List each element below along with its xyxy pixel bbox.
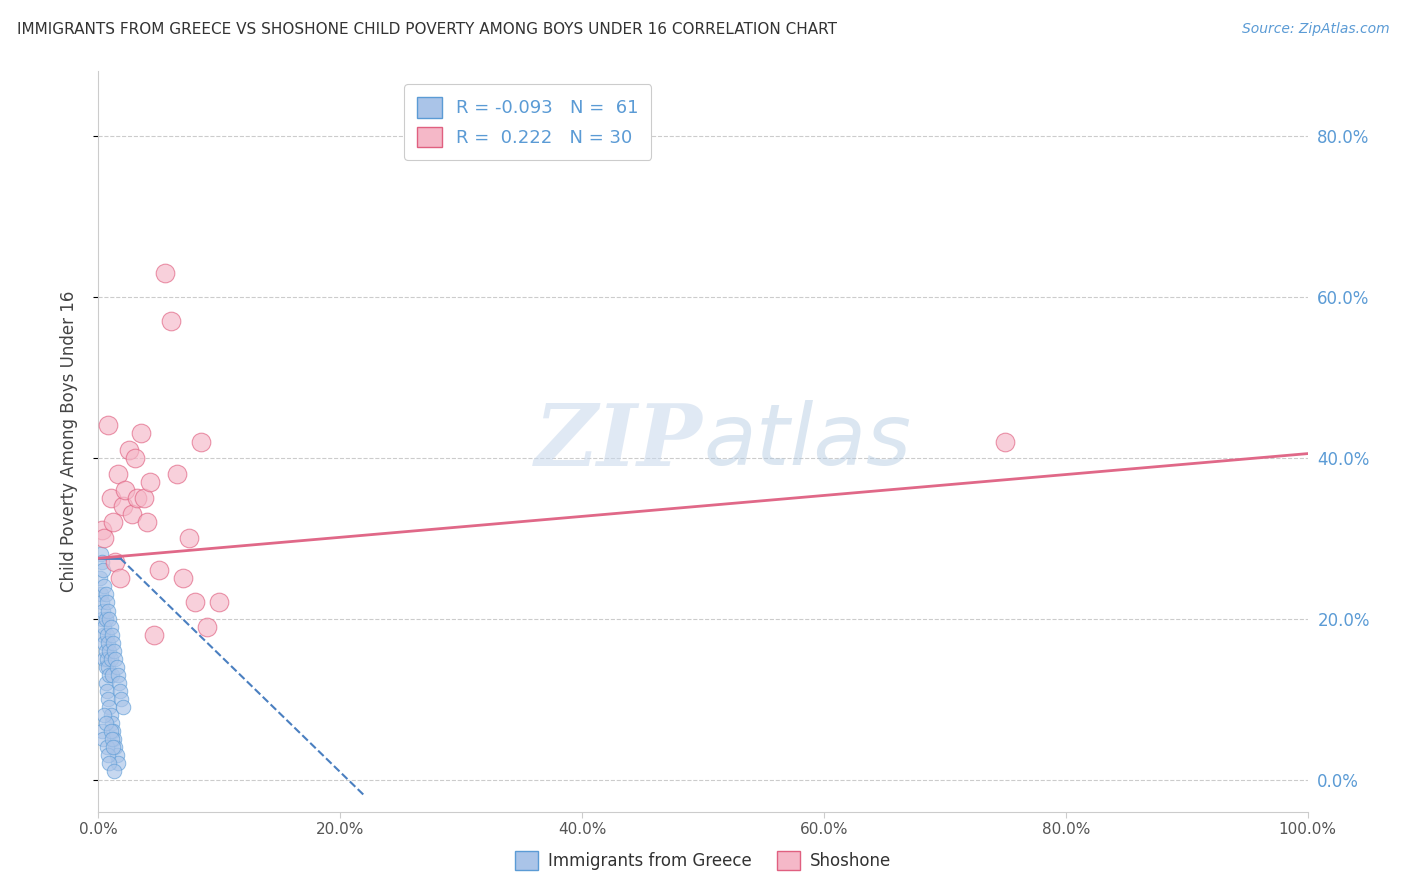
Point bbox=[97, 603, 120, 617]
Point bbox=[166, 467, 188, 481]
Legend: R = -0.093   N =  61, R =  0.222   N = 30: R = -0.093 N = 61, R = 0.222 N = 30 bbox=[404, 84, 651, 160]
Point bbox=[89, 571, 111, 585]
Point bbox=[97, 660, 120, 674]
Point bbox=[91, 611, 114, 625]
Point bbox=[143, 628, 166, 642]
Point bbox=[101, 724, 124, 739]
Point bbox=[91, 628, 114, 642]
Point bbox=[100, 628, 122, 642]
Point bbox=[100, 716, 122, 731]
Point bbox=[98, 611, 121, 625]
Point bbox=[100, 708, 122, 723]
Legend: Immigrants from Greece, Shoshone: Immigrants from Greece, Shoshone bbox=[508, 844, 898, 877]
Point bbox=[121, 507, 143, 521]
Point bbox=[97, 636, 120, 650]
Point bbox=[994, 434, 1017, 449]
Point bbox=[134, 491, 156, 505]
Point bbox=[100, 732, 122, 747]
Point bbox=[114, 483, 136, 497]
Point bbox=[91, 523, 114, 537]
Point bbox=[93, 531, 115, 545]
Point bbox=[179, 531, 201, 545]
Point bbox=[108, 684, 131, 698]
Point bbox=[100, 491, 122, 505]
Point bbox=[94, 660, 117, 674]
Point bbox=[103, 732, 125, 747]
Point bbox=[96, 628, 118, 642]
Point bbox=[91, 563, 114, 577]
Point bbox=[91, 732, 114, 747]
Point bbox=[107, 668, 129, 682]
Point bbox=[104, 652, 127, 666]
Point bbox=[184, 595, 207, 609]
Point bbox=[94, 716, 117, 731]
Text: ZIP: ZIP bbox=[536, 400, 703, 483]
Point bbox=[91, 724, 114, 739]
Point bbox=[135, 515, 157, 529]
Point bbox=[93, 636, 115, 650]
Point bbox=[93, 708, 115, 723]
Point bbox=[124, 450, 146, 465]
Point bbox=[100, 619, 122, 633]
Point bbox=[195, 619, 218, 633]
Point bbox=[98, 668, 121, 682]
Point bbox=[104, 555, 127, 569]
Point bbox=[93, 579, 115, 593]
Point bbox=[97, 692, 120, 706]
Point bbox=[100, 724, 122, 739]
Point bbox=[129, 426, 152, 441]
Point bbox=[94, 676, 117, 690]
Point bbox=[103, 764, 125, 779]
Point bbox=[107, 467, 129, 481]
Point bbox=[94, 587, 117, 601]
Point bbox=[172, 571, 194, 585]
Point bbox=[148, 563, 170, 577]
Point bbox=[107, 756, 129, 771]
Point bbox=[105, 748, 128, 763]
Point bbox=[118, 442, 141, 457]
Point bbox=[97, 748, 120, 763]
Point bbox=[90, 587, 112, 601]
Point bbox=[90, 547, 112, 561]
Point bbox=[111, 499, 134, 513]
Point bbox=[91, 555, 114, 569]
Point bbox=[96, 595, 118, 609]
Point bbox=[94, 611, 117, 625]
Point bbox=[96, 684, 118, 698]
Text: IMMIGRANTS FROM GREECE VS SHOSHONE CHILD POVERTY AMONG BOYS UNDER 16 CORRELATION: IMMIGRANTS FROM GREECE VS SHOSHONE CHILD… bbox=[17, 22, 837, 37]
Point bbox=[101, 740, 124, 755]
Point bbox=[93, 652, 115, 666]
Point bbox=[98, 756, 121, 771]
Point bbox=[111, 700, 134, 714]
Point bbox=[91, 595, 114, 609]
Point bbox=[105, 660, 128, 674]
Point bbox=[100, 652, 122, 666]
Point bbox=[98, 644, 121, 658]
Point bbox=[100, 668, 122, 682]
Point bbox=[108, 571, 131, 585]
Point bbox=[101, 515, 124, 529]
Point bbox=[208, 595, 231, 609]
Point bbox=[96, 652, 118, 666]
Point bbox=[190, 434, 212, 449]
Point bbox=[103, 644, 125, 658]
Y-axis label: Child Poverty Among Boys Under 16: Child Poverty Among Boys Under 16 bbox=[59, 291, 77, 592]
Point bbox=[110, 692, 132, 706]
Point bbox=[153, 266, 176, 280]
Point bbox=[93, 619, 115, 633]
Point bbox=[108, 676, 131, 690]
Point bbox=[96, 740, 118, 755]
Point bbox=[101, 636, 124, 650]
Point bbox=[94, 644, 117, 658]
Point bbox=[160, 314, 183, 328]
Point bbox=[127, 491, 149, 505]
Point bbox=[97, 418, 120, 433]
Text: Source: ZipAtlas.com: Source: ZipAtlas.com bbox=[1241, 22, 1389, 37]
Text: atlas: atlas bbox=[703, 400, 911, 483]
Point bbox=[104, 740, 127, 755]
Point bbox=[91, 603, 114, 617]
Point bbox=[139, 475, 162, 489]
Point bbox=[98, 700, 121, 714]
